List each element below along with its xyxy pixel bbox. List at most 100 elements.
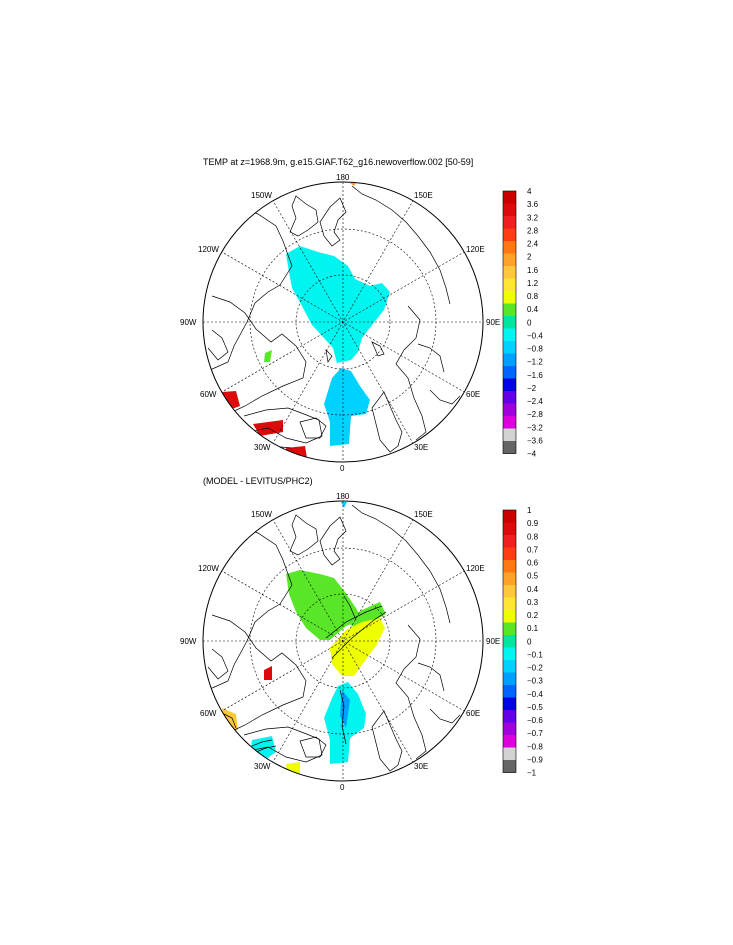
top-colorbar-swatch: [503, 416, 516, 429]
top-colorbar-tick-label: 0: [527, 318, 532, 327]
bottom-lon-150w: 150W: [251, 510, 272, 519]
bottom-lon-0: 0: [340, 783, 345, 792]
top-lon-90w: 90W: [180, 318, 197, 327]
top-lon-0: 0: [340, 464, 345, 473]
bottom-colorbar-swatch: [503, 610, 516, 623]
bottom-lon-120e: 120E: [466, 564, 485, 573]
top-colorbar-swatch: [503, 341, 516, 354]
top-lon-30e: 30E: [414, 443, 428, 452]
bottom-colorbar-tick-label: 1: [527, 506, 532, 515]
bottom-fill-blue-edge: [341, 502, 347, 508]
bottom-colorbar-tick-label: −0.2: [527, 664, 543, 673]
top-colorbar-swatch: [503, 328, 516, 342]
top-colorbar-tick-label: 3.2: [527, 213, 539, 222]
top-colorbar-tick-label: −4: [527, 450, 537, 459]
bottom-fill-red-baffin: [264, 666, 272, 680]
top-colorbar-tick-label: −3.6: [527, 436, 543, 445]
bottom-colorbar-swatch: [503, 535, 516, 548]
bottom-colorbar-swatch: [503, 710, 516, 723]
top-fill-green-spot: [264, 350, 272, 362]
top-colorbar-tick-label: −2.4: [527, 397, 543, 406]
bottom-colorbar-tick-label: −0.8: [527, 742, 543, 751]
bottom-colorbar-swatch: [503, 722, 516, 736]
top-graticule: [203, 182, 483, 462]
bottom-colorbar-tick-label: −0.3: [527, 677, 543, 686]
top-fill-lightblue-strait: [324, 368, 370, 446]
bottom-colorbar-tick-label: −0.4: [527, 690, 543, 699]
bottom-colorbar-swatch: [503, 647, 516, 661]
bottom-lon-60e: 60E: [466, 709, 480, 718]
top-colorbar-tick-label: −1.2: [527, 358, 543, 367]
bottom-colorbar-swatch: [503, 735, 516, 748]
top-colorbar-tick-label: −3.2: [527, 423, 543, 432]
top-colorbar-swatch: [503, 366, 516, 379]
bottom-colorbar-tick-label: 0.5: [527, 572, 539, 581]
bottom-colorbar-swatch: [503, 660, 516, 673]
bottom-colorbar-tick-label: 0.2: [527, 611, 539, 620]
top-colorbar-tick-label: 1.2: [527, 279, 539, 288]
bottom-fill-yellow: [330, 618, 385, 676]
top-colorbar-swatch: [503, 378, 516, 392]
bottom-colorbar-tick-label: 0.3: [527, 598, 539, 607]
top-colorbar: 4 3.6 3.2 2.8 2.4 2 1.6 1.2 0.8 0.4 0 −0.4 −0.8 −1.2 −…: [502, 187, 543, 459]
bottom-colorbar-swatch: [503, 635, 516, 648]
bottom-colorbar-swatch: [503, 760, 516, 773]
top-colorbar-swatch: [503, 441, 516, 454]
top-fill-red-baffin: [222, 391, 240, 410]
bottom-colorbar-tick-label: 0.1: [527, 624, 539, 633]
top-colorbar-tick-label: 2.4: [527, 240, 539, 249]
top-colorbar-tick-label: −0.4: [527, 331, 543, 340]
top-colorbar-swatch: [503, 191, 516, 204]
top-colorbar-swatch: [503, 266, 516, 279]
top-lon-30w: 30W: [254, 443, 271, 452]
top-colorbar-swatch: [503, 241, 516, 254]
bottom-panel-title: (MODEL - LEVITUS/PHC2): [203, 476, 313, 486]
top-colorbar-tick-label: 3.6: [527, 200, 539, 209]
bottom-lon-90w: 90W: [180, 637, 197, 646]
bottom-colorbar-swatch: [503, 697, 516, 711]
top-fill-cyan-arctic: [286, 246, 390, 363]
top-panel-title: TEMP at z=1968.9m, g.e15.GIAF.T62_g16.ne…: [203, 157, 474, 167]
bottom-colorbar-tick-label: −0.6: [527, 716, 543, 725]
top-colorbar-tick-label: 2.8: [527, 226, 539, 235]
bottom-colorbar-swatch: [503, 622, 516, 636]
bottom-colorbar-tick-label: −0.9: [527, 755, 543, 764]
bottom-colorbar-swatch: [503, 585, 516, 598]
top-colorbar-swatch: [503, 278, 516, 292]
top-colorbar-tick-label: 1.6: [527, 266, 539, 275]
bottom-colorbar-swatch: [503, 597, 516, 611]
top-colorbar-swatch: [503, 353, 516, 367]
top-lon-150e: 150E: [414, 191, 433, 200]
bottom-lon-180: 180: [336, 492, 350, 501]
top-lon-120e: 120E: [466, 245, 485, 254]
top-colorbar-tick-label: 0.4: [527, 305, 539, 314]
top-colorbar-swatch: [503, 291, 516, 304]
top-colorbar-swatch: [503, 391, 516, 404]
bottom-colorbar-swatch: [503, 572, 516, 586]
bottom-colorbar-tick-label: 0.9: [527, 519, 539, 528]
top-lon-60w: 60W: [200, 390, 217, 399]
bottom-coastlines: [203, 504, 461, 772]
top-colorbar-swatch: [503, 216, 516, 229]
bottom-colorbar-swatch: [503, 547, 516, 561]
bottom-contours: [223, 595, 387, 753]
bottom-colorbar-tick-label: −1: [527, 769, 537, 778]
bottom-colorbar: 1 0.9 0.8 0.7 0.6 0.5 0.4 0.3 0.2 0.1 0 −0.1 −0.2 −0.…: [502, 506, 543, 778]
top-lon-60e: 60E: [466, 390, 480, 399]
top-colorbar-swatch: [503, 228, 516, 242]
bottom-colorbar-tick-label: −0.7: [527, 729, 543, 738]
bottom-map-border: [202, 500, 484, 782]
top-colorbar-swatch: [503, 253, 516, 267]
top-colorbar-swatch: [503, 428, 516, 442]
top-lon-150w: 150W: [251, 191, 272, 200]
top-colorbar-swatch: [503, 316, 516, 329]
bottom-lon-30w: 30W: [254, 762, 271, 771]
top-colorbar-tick-label: −1.6: [527, 371, 543, 380]
top-colorbar-tick-label: 0.8: [527, 292, 539, 301]
bottom-graticule: [203, 501, 483, 781]
bottom-colorbar-border: [502, 509, 517, 773]
top-lon-120w: 120W: [198, 245, 219, 254]
bottom-colorbar-tick-label: −0.1: [527, 650, 543, 659]
bottom-colorbar-swatch: [503, 685, 516, 698]
